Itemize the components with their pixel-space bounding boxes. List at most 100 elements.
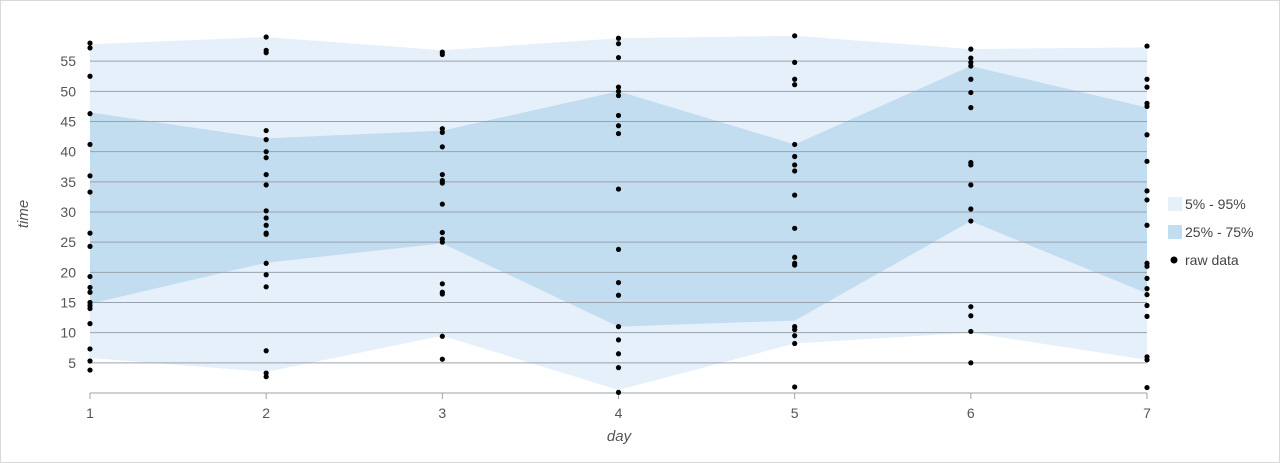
raw-data-point [439, 180, 445, 186]
raw-data-point [87, 111, 93, 117]
raw-data-point [792, 192, 798, 198]
x-tick-label: 1 [86, 405, 94, 421]
raw-data-point [968, 59, 974, 65]
raw-data-point [1144, 384, 1150, 391]
raw-data-point [87, 45, 93, 51]
raw-data-point [792, 384, 798, 390]
legend-label: raw data [1185, 252, 1239, 268]
raw-data-point [1144, 76, 1150, 82]
raw-data-point [615, 112, 622, 119]
raw-data-point [263, 370, 269, 376]
x-tick-label: 6 [967, 405, 975, 421]
raw-data-point [439, 291, 445, 297]
raw-data-point [263, 34, 269, 40]
raw-data-point [1144, 292, 1150, 298]
y-tick-label: 40 [60, 144, 76, 160]
raw-data-point [968, 63, 974, 69]
raw-data-point [615, 54, 622, 61]
raw-data-point [439, 333, 445, 339]
raw-data-point [615, 41, 622, 47]
raw-data-point [1144, 313, 1150, 319]
raw-data-point [87, 367, 93, 373]
legend-label: 5% - 95% [1185, 196, 1246, 212]
raw-data-point [263, 222, 269, 228]
raw-data-point [615, 292, 622, 298]
raw-data-point [968, 89, 974, 96]
y-tick-label: 25 [60, 234, 76, 250]
raw-data-point [1144, 84, 1150, 90]
raw-data-point [439, 201, 445, 207]
raw-data-point [968, 105, 974, 111]
raw-data-point [615, 365, 622, 371]
raw-data-point [1144, 357, 1150, 363]
raw-data-point [87, 173, 93, 179]
y-tick-label: 45 [60, 114, 76, 130]
y-tick-label: 35 [60, 174, 76, 190]
raw-data-point [968, 76, 974, 82]
raw-data-point [615, 123, 622, 129]
raw-data-point [439, 126, 445, 132]
band-inner [90, 66, 1147, 327]
raw-data-point [615, 279, 622, 286]
raw-data-point [263, 374, 269, 380]
raw-data-point [87, 358, 93, 364]
raw-data-point [439, 281, 445, 287]
points-layer [87, 33, 1150, 395]
y-tick-label: 20 [60, 264, 76, 280]
raw-data-point [263, 260, 269, 266]
legend-swatch-inner [1168, 225, 1182, 239]
raw-data-point [87, 321, 93, 327]
raw-data-point [1144, 302, 1150, 309]
raw-data-point [87, 346, 93, 352]
raw-data-point [263, 149, 269, 155]
raw-data-point [87, 243, 93, 249]
raw-data-point [615, 84, 622, 90]
x-tick-label: 7 [1143, 405, 1151, 421]
raw-data-point [87, 273, 93, 280]
y-tick-label: 50 [60, 83, 76, 99]
raw-data-point [968, 360, 974, 366]
raw-data-point [615, 389, 622, 395]
raw-data-point [615, 88, 622, 94]
y-tick-label: 10 [60, 325, 76, 341]
raw-data-point [87, 230, 93, 236]
raw-data-point [263, 182, 269, 188]
raw-data-point [439, 239, 445, 245]
x-tick-label: 3 [438, 405, 446, 421]
raw-data-point [439, 171, 445, 178]
raw-data-point [87, 141, 93, 148]
x-axis-title: day [607, 428, 633, 445]
raw-data-point [87, 73, 93, 79]
raw-data-point [263, 284, 269, 290]
raw-data-point [263, 272, 269, 278]
y-tick-label: 15 [60, 295, 76, 311]
raw-data-point [263, 127, 269, 134]
raw-data-point [968, 46, 974, 52]
raw-data-point [792, 82, 798, 88]
x-tick-labels: 1 2 3 4 5 6 7 [86, 405, 1151, 421]
raw-data-point [1144, 43, 1150, 49]
raw-data-point [968, 206, 974, 212]
raw-data-point [792, 340, 798, 347]
raw-data-point [1144, 263, 1150, 269]
raw-data-point [1144, 132, 1150, 138]
raw-data-point [1144, 275, 1150, 281]
raw-data-point [263, 155, 269, 161]
legend-swatch-outer [1168, 197, 1182, 211]
raw-data-point [968, 218, 974, 224]
x-tick-label: 4 [615, 405, 623, 421]
raw-data-point [968, 313, 974, 319]
raw-data-point [792, 33, 798, 39]
raw-data-point [968, 182, 974, 188]
raw-data-point [615, 186, 622, 192]
raw-data-point [1144, 158, 1150, 164]
raw-data-point [263, 208, 269, 214]
raw-data-point [792, 225, 798, 231]
legend-label: 25% - 75% [1185, 224, 1253, 240]
legend: 5% - 95% 25% - 75% raw data [1168, 196, 1253, 268]
y-tick-labels: 5 10 15 20 25 30 35 40 45 50 55 [60, 53, 76, 371]
raw-data-point [615, 92, 622, 99]
x-tick-label: 5 [791, 405, 799, 421]
raw-data-point [1144, 188, 1150, 194]
